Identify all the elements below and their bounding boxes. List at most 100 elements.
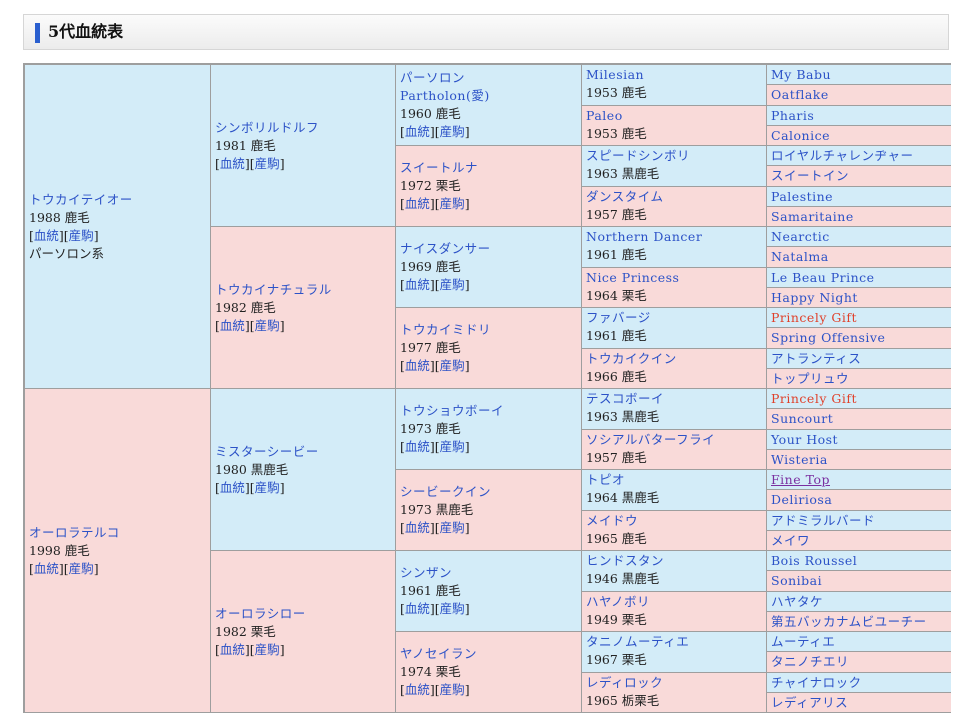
horse-name-link[interactable]: Spring Offensive [771, 330, 886, 345]
horse-name-link[interactable]: 第五バッカナムビユーチー [771, 614, 927, 629]
horse-name-link[interactable]: シンボリルドルフ [215, 119, 320, 135]
offspring-link[interactable]: 産駒 [439, 520, 465, 535]
horse-name-link[interactable]: シンザン [400, 565, 453, 580]
bloodline-link[interactable]: 血統 [404, 358, 430, 373]
offspring-link[interactable]: 産駒 [254, 641, 280, 657]
bloodline-link[interactable]: 血統 [219, 641, 245, 657]
horse-name-link[interactable]: オーロラシロー [215, 605, 306, 621]
horse-name-link[interactable]: ハヤノボリ [586, 594, 651, 609]
horse-name-link[interactable]: ミスターシービー [215, 443, 319, 459]
horse-name-link[interactable]: ヤノセイラン [400, 646, 478, 661]
horse-name-link[interactable]: スピードシンボリ [586, 148, 691, 163]
horse-alt-name-link[interactable]: Partholon(愛) [400, 88, 490, 103]
horse-name-link[interactable]: ハヤタケ [771, 594, 824, 609]
horse-name-link[interactable]: アドミラルバード [771, 513, 876, 528]
horse-name-link[interactable]: トウショウボーイ [400, 403, 505, 418]
horse-name-link[interactable]: シービークイン [400, 484, 492, 499]
horse-name-link[interactable]: パーソロン [400, 70, 466, 85]
horse-name-link[interactable]: Sonibai [771, 573, 823, 588]
horse-name-link[interactable]: トピオ [586, 472, 626, 487]
horse-name-link[interactable]: タニノムーティエ [586, 634, 690, 649]
horse-name-link[interactable]: オーロラテルコ [29, 524, 120, 540]
horse-name-link[interactable]: レディロック [586, 675, 664, 690]
horse-name-link[interactable]: スイートルナ [400, 160, 479, 175]
bloodline-link[interactable]: 血統 [404, 196, 430, 211]
horse-name-link[interactable]: ナイスダンサー [400, 241, 491, 256]
horse-name-link[interactable]: Paleo [586, 108, 623, 123]
horse-name-link[interactable]: チャイナロック [771, 675, 862, 690]
horse-name-link[interactable]: タニノチエリ [771, 654, 850, 669]
horse-name-link[interactable]: テスコボーイ [586, 391, 665, 406]
horse-name-link[interactable]: アトランティス [771, 351, 862, 366]
horse-name-link[interactable]: ダンスタイム [586, 189, 664, 204]
horse-name-link[interactable]: スイートイン [771, 168, 850, 183]
offspring-link[interactable]: 産駒 [439, 196, 465, 211]
horse-name-link[interactable]: Pharis [771, 108, 815, 123]
offspring-link[interactable]: 産駒 [254, 155, 280, 171]
offspring-link[interactable]: 産駒 [68, 227, 94, 243]
offspring-link[interactable]: 産駒 [254, 317, 280, 333]
horse-name-link[interactable]: Calonice [771, 128, 830, 143]
horse-name-link[interactable]: Palestine [771, 189, 834, 204]
horse-name-link[interactable]: トウカイナチュラル [215, 281, 332, 297]
horse-name-link[interactable]: Princely Gift [771, 310, 857, 325]
horse-name-link[interactable]: メイドウ [586, 513, 639, 528]
horse-name-link[interactable]: Le Beau Prince [771, 270, 875, 285]
horse-name-link[interactable]: Fine Top [771, 472, 830, 487]
horse-name-link[interactable]: トウカイテイオー [29, 191, 133, 207]
horse-name-link[interactable]: ソシアルバターフライ [586, 432, 716, 447]
bloodline-link[interactable]: 血統 [404, 601, 430, 616]
horse-name-link[interactable]: Natalma [771, 249, 829, 264]
horse-name-link[interactable]: トップリュウ [771, 371, 850, 386]
offspring-link[interactable]: 産駒 [439, 277, 465, 292]
horse-name-link[interactable]: Bois Roussel [771, 553, 858, 568]
horse-name-link[interactable]: Northern Dancer [586, 229, 703, 244]
bloodline-link[interactable]: 血統 [219, 479, 245, 495]
horse-name-link[interactable]: Your Host [771, 432, 839, 447]
offspring-link[interactable]: 産駒 [439, 601, 465, 616]
bloodline-link[interactable]: 血統 [219, 317, 245, 333]
horse-name-link[interactable]: Milesian [586, 67, 645, 82]
bloodline-link[interactable]: 血統 [33, 227, 59, 243]
horse-links: [血統][産駒] [400, 358, 470, 373]
horse-name-link[interactable]: トウカイクイン [586, 351, 677, 366]
horse-entry: Paleo 1953 鹿毛 [586, 107, 763, 143]
horse-name-link[interactable]: ファバージ [586, 310, 651, 325]
pedigree-cell-g2: ミスターシービー 1980 黒鹿毛 [血統][産駒] [211, 389, 395, 550]
offspring-link[interactable]: 産駒 [439, 439, 465, 454]
horse-name-link[interactable]: レディアリス [771, 695, 849, 710]
offspring-link[interactable]: 産駒 [439, 124, 465, 139]
bloodline-link[interactable]: 血統 [404, 277, 430, 292]
offspring-link[interactable]: 産駒 [68, 560, 94, 576]
bloodline-link[interactable]: 血統 [404, 520, 430, 535]
horse-links: [血統][産駒] [215, 155, 285, 171]
horse-name-link[interactable]: Oatflake [771, 87, 829, 102]
bloodline-link[interactable]: 血統 [404, 682, 430, 697]
horse-name-link[interactable]: メイワ [771, 533, 811, 548]
horse-name-link[interactable]: ムーティエ [771, 634, 836, 649]
horse-name-link[interactable]: Deliriosa [771, 492, 833, 507]
offspring-link[interactable]: 産駒 [439, 682, 465, 697]
bloodline-link[interactable]: 血統 [33, 560, 59, 576]
horse-birth-info: 1988 鹿毛 [29, 209, 90, 225]
bloodline-link[interactable]: 血統 [404, 439, 430, 454]
horse-name-link[interactable]: Happy Night [771, 290, 858, 305]
horse-name-link[interactable]: Princely Gift [771, 391, 857, 406]
horse-name-link[interactable]: Suncourt [771, 411, 834, 426]
bloodline-link[interactable]: 血統 [219, 155, 245, 171]
horse-name-link[interactable]: Wisteria [771, 452, 828, 467]
offspring-link[interactable]: 産駒 [439, 358, 465, 373]
horse-name-link[interactable]: ロイヤルチャレンヂャー [771, 148, 914, 163]
horse-name-link[interactable]: Nearctic [771, 229, 830, 244]
horse-birth-info: 1957 鹿毛 [586, 207, 647, 222]
horse-entry: Samaritaine [771, 208, 948, 226]
horse-name-link[interactable]: トウカイミドリ [400, 322, 492, 337]
pedigree-cell-g5: Le Beau Prince [767, 268, 951, 287]
horse-name-link[interactable]: ヒンドスタン [586, 553, 665, 568]
offspring-link[interactable]: 産駒 [254, 479, 280, 495]
bloodline-link[interactable]: 血統 [404, 124, 430, 139]
horse-name-link[interactable]: My Babu [771, 67, 832, 82]
horse-name-link[interactable]: Samaritaine [771, 209, 854, 224]
horse-entry: Oatflake [771, 86, 948, 104]
horse-name-link[interactable]: Nice Princess [586, 270, 680, 285]
